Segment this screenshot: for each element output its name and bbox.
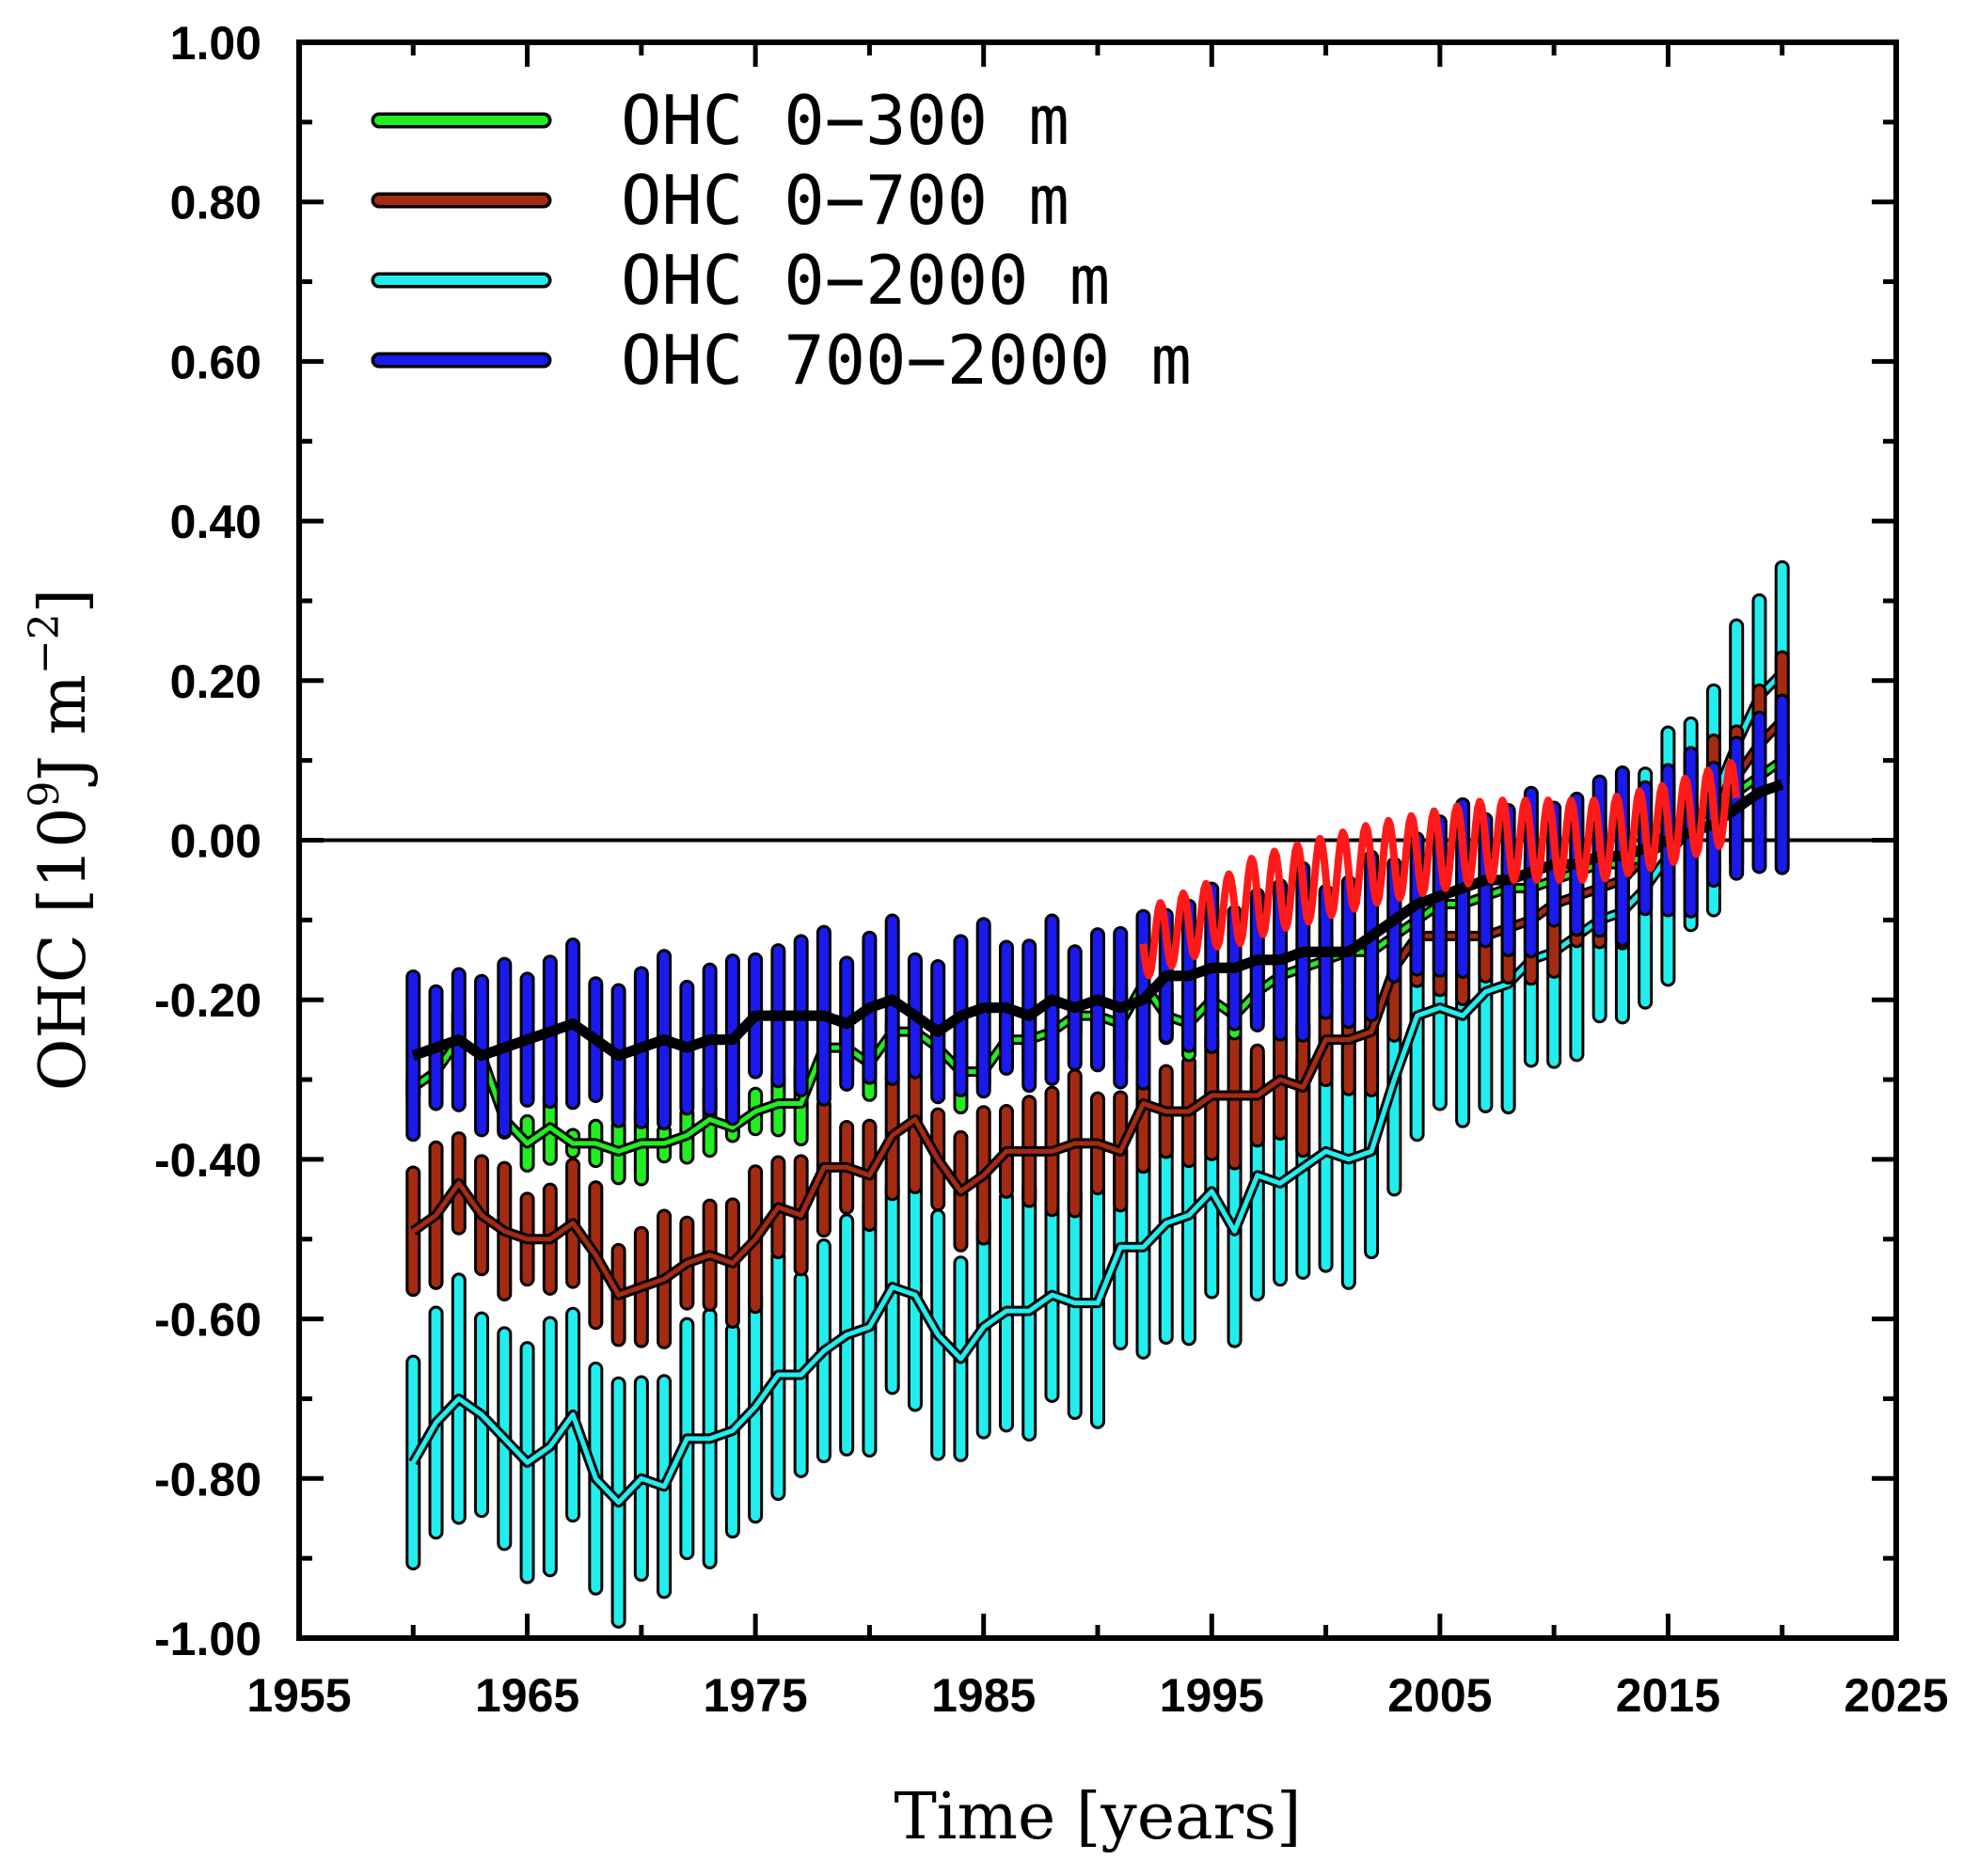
x-tick-label: 2025 [1844, 1669, 1948, 1722]
y-tick-label: 0.40 [170, 496, 261, 548]
y-tick-label: -0.60 [154, 1294, 261, 1347]
series-layer [405, 560, 1790, 1629]
y-tick-label: -0.40 [154, 1134, 261, 1187]
legend-entry-0-300: OHC 0−300 m [371, 81, 1069, 160]
y-tick-label: -0.80 [154, 1453, 261, 1506]
x-axis-title: Time [years] [894, 1780, 1301, 1854]
x-tick-layer: 1955 1965 1975 1985 1995 2005 2015 2025 [246, 42, 1949, 1722]
legend-entry-700-2000: OHC 700−2000 m [371, 321, 1192, 400]
x-tick-label: 1965 [475, 1669, 579, 1722]
x-tick-label: 1985 [931, 1669, 1036, 1722]
x-tick-label: 1955 [246, 1669, 351, 1722]
red-monthly-line [1139, 758, 1740, 980]
series-ohc-700-2000-m [405, 693, 1790, 1143]
x-tick-label: 1995 [1160, 1669, 1264, 1722]
y-tick-layer: 1.00 0.80 0.60 0.40 0.20 0.00 -0.20 -0.40 -0.60 -… [154, 17, 1896, 1665]
y-tick-label: 0.60 [170, 336, 261, 388]
y-axis-title-unit: J m [26, 674, 101, 786]
y-tick-label: 1.00 [170, 17, 261, 70]
y-axis-title-exponent: 9 [21, 781, 69, 808]
x-tick-label: 2005 [1387, 1669, 1492, 1722]
legend-label-700-2000: OHC 700−2000 m [621, 321, 1192, 400]
y-axis-title: OHC [109J m−2] [21, 589, 101, 1092]
y-tick-label: 0.20 [170, 655, 261, 708]
legend-entry-0-700: OHC 0−700 m [371, 161, 1069, 240]
legend-label-0-700: OHC 0−700 m [621, 161, 1069, 240]
y-axis-title-unit-exponent: −2 [21, 613, 69, 674]
y-axis-title-close: ] [26, 589, 101, 614]
y-tick-label: -1.00 [154, 1613, 261, 1665]
legend: OHC 0−300 m OHC 0−700 m OHC 0−2000 m OHC… [371, 81, 1192, 400]
x-tick-label: 2015 [1616, 1669, 1720, 1722]
x-tick-label: 1975 [704, 1669, 808, 1722]
legend-label-0-300: OHC 0−300 m [621, 81, 1069, 160]
legend-entry-0-2000: OHC 0−2000 m [371, 241, 1110, 320]
legend-label-0-2000: OHC 0−2000 m [621, 241, 1110, 320]
y-tick-label: 0.00 [170, 815, 261, 868]
y-axis-title-prefix: OHC [10 [26, 808, 101, 1092]
y-tick-label: 0.80 [170, 177, 261, 229]
y-tick-label: -0.20 [154, 974, 261, 1027]
